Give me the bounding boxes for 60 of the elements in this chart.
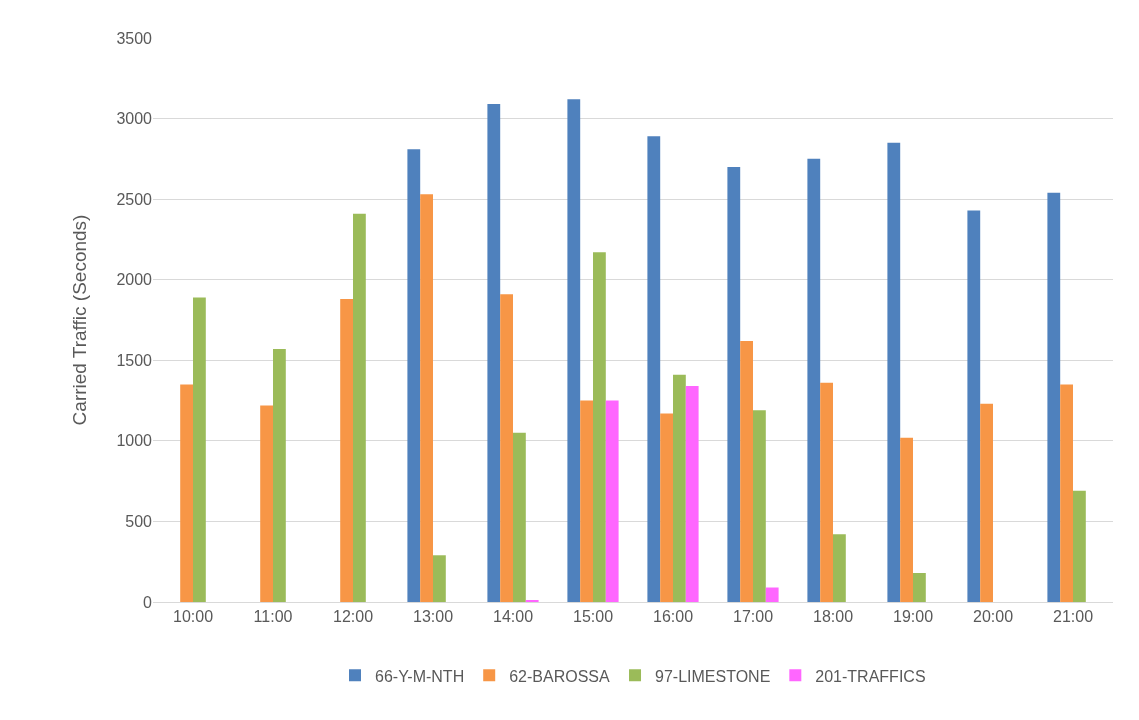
x-tick-label: 15:00: [572, 608, 614, 626]
bar: [273, 349, 286, 602]
bar: [765, 587, 779, 602]
bar: [407, 149, 421, 602]
bar: [260, 405, 273, 602]
bar: [513, 432, 526, 602]
bar: [753, 410, 766, 602]
bar: [833, 534, 846, 602]
legend-label: 62-BAROSSA: [509, 667, 611, 685]
bar: [913, 572, 926, 602]
x-tick-label: 11:00: [253, 608, 293, 626]
y-tick-label: 1000: [116, 432, 153, 450]
x-tick-label: 19:00: [892, 608, 934, 626]
x-tick-label: 12:00: [332, 608, 374, 626]
bar: [567, 99, 581, 602]
y-tick-label: 3500: [116, 29, 153, 47]
legend-label: 66-Y-M-NTH: [375, 667, 465, 685]
bar: [193, 297, 206, 602]
bar: [1060, 384, 1073, 602]
bar: [647, 136, 661, 602]
bar: [580, 400, 593, 602]
bar: [340, 299, 353, 602]
bar: [660, 413, 673, 602]
y-tick-label: 1500: [116, 351, 153, 369]
x-tick-label: 10:00: [172, 608, 214, 626]
bar: [887, 142, 901, 602]
bar: [1047, 192, 1061, 602]
y-tick-label: 0: [143, 593, 153, 611]
x-tick-label: 18:00: [812, 608, 854, 626]
bar: [353, 213, 366, 602]
x-tick-label: 21:00: [1052, 608, 1094, 626]
bar: [727, 166, 741, 602]
y-tick-label: 2500: [116, 190, 153, 208]
bar: [593, 252, 606, 602]
x-tick-label: 16:00: [652, 608, 694, 626]
bar: [740, 340, 753, 602]
bar: [900, 437, 913, 602]
x-tick-label: 17:00: [732, 608, 774, 626]
y-tick-label: 500: [125, 513, 153, 531]
bar: [420, 194, 433, 602]
x-tick-label: 20:00: [972, 608, 1014, 626]
bar: [673, 374, 686, 602]
bar: [605, 400, 619, 602]
legend-label: 97-LIMESTONE: [655, 667, 771, 685]
y-axis-title: Carried Traffic (Seconds): [69, 214, 91, 426]
bar: [487, 104, 501, 602]
y-tick-label: 2000: [116, 271, 153, 289]
x-tick-label: 14:00: [492, 608, 534, 626]
bar: [433, 555, 446, 602]
legend-label: 201-TRAFFICS: [815, 667, 926, 685]
bar: [807, 158, 821, 602]
bar: [980, 403, 993, 602]
bar: [685, 386, 699, 602]
y-tick-label: 3000: [116, 110, 153, 128]
bar: [1073, 490, 1086, 602]
bar: [500, 294, 513, 602]
bar: [180, 384, 193, 602]
bar: [820, 382, 833, 602]
x-tick-label: 13:00: [412, 608, 454, 626]
bar: [967, 210, 981, 602]
